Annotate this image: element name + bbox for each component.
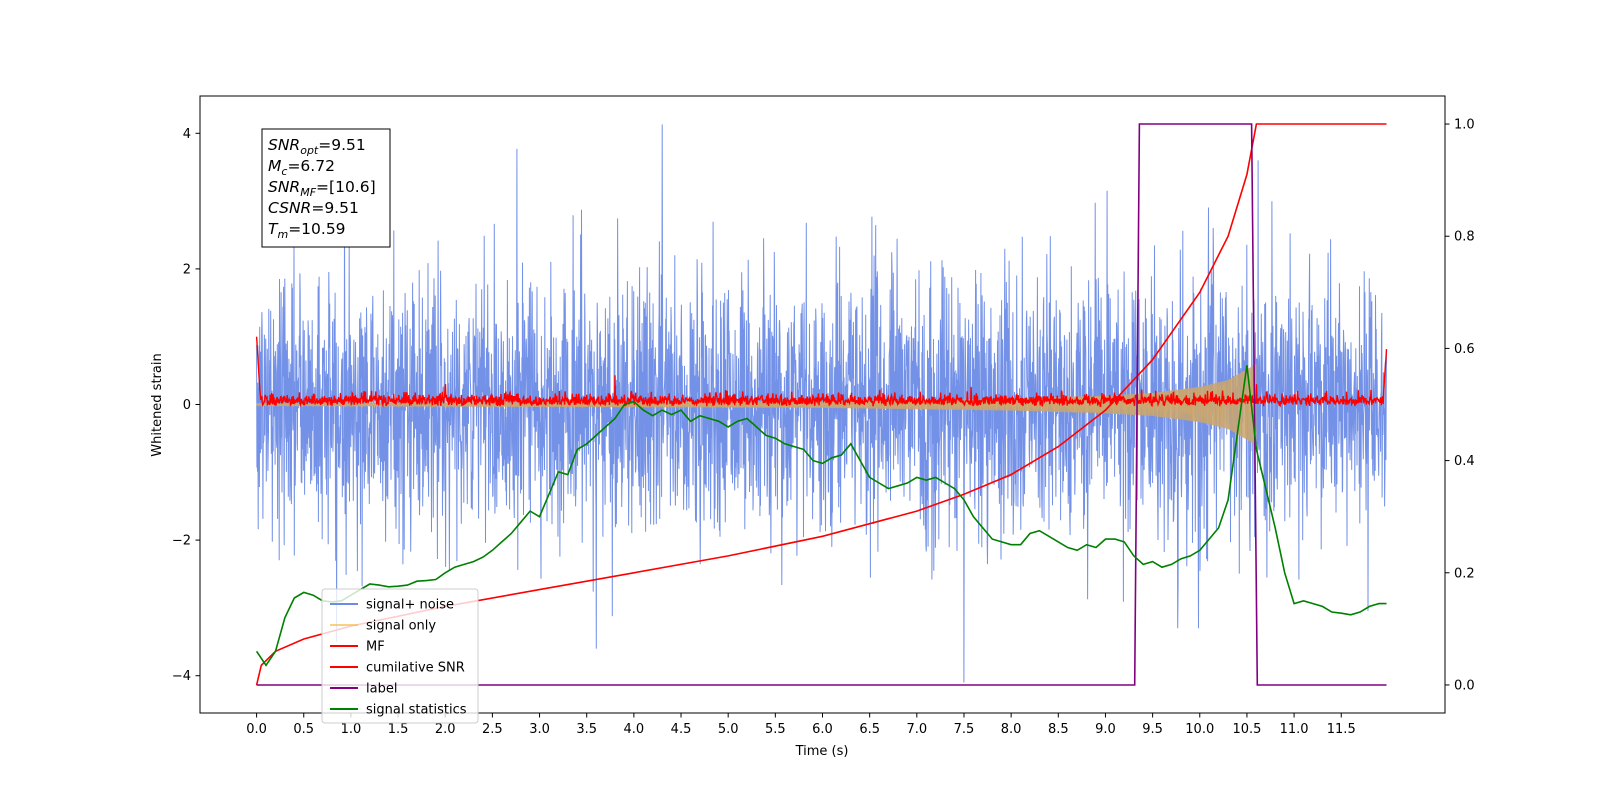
x-tick-label: 1.5: [388, 722, 409, 737]
y2-tick-label: 0.2: [1454, 566, 1475, 581]
x-tick-label: 10.5: [1232, 722, 1261, 737]
x-tick-label: 9.5: [1142, 722, 1163, 737]
x-tick-label: 7.5: [954, 722, 975, 737]
series-signal-statistics: [255, 365, 1387, 667]
legend: signal+ noise signal only MF cumilative SNR…: [321, 588, 479, 724]
y2-tick-label: 0.8: [1454, 230, 1475, 245]
series-line: [255, 123, 1387, 686]
y-tick-label: 0: [183, 398, 191, 413]
x-tick-label: 3.0: [529, 722, 550, 737]
annotation-line: SNRopt=9.51: [268, 136, 366, 157]
y-tick-label: 4: [183, 127, 191, 142]
x-tick-label: 4.0: [624, 722, 645, 737]
x-tick-label: 5.0: [718, 722, 739, 737]
y2-tick-label: 0.4: [1454, 454, 1475, 469]
y2-tick-label: 1.0: [1454, 118, 1475, 133]
annotation-line: SNRMF=[10.6]: [268, 178, 376, 199]
y2-tick-label: 0.0: [1454, 678, 1475, 693]
x-tick-label: 3.5: [576, 722, 597, 737]
series-line: [256, 124, 1387, 683]
y-axis-right: 0.0 0.2 0.4 0.6 0.8 1.0: [1445, 118, 1475, 693]
x-tick-label: 6.0: [812, 722, 833, 737]
series-mf: [255, 336, 1388, 408]
x-tick-label: 11.0: [1280, 722, 1309, 737]
x-tick-label: 5.5: [765, 722, 786, 737]
annotation-line: Tm=10.59: [268, 220, 346, 241]
legend-frame: [321, 588, 479, 724]
x-tick-label: 10.0: [1185, 722, 1214, 737]
annotation-line: CSNR=9.51: [268, 199, 359, 217]
y2-tick-label: 0.6: [1454, 342, 1475, 357]
x-tick-label: 6.5: [859, 722, 880, 737]
series-label: [256, 123, 1387, 686]
x-tick-label: 1.0: [341, 722, 362, 737]
y-tick-label: −2: [172, 534, 191, 549]
x-tick-label: 11.5: [1327, 722, 1356, 737]
series-line: [255, 336, 1388, 408]
x-axis-label: Time (s): [795, 744, 849, 759]
series-line: [256, 123, 1387, 686]
x-tick-label: 8.0: [1001, 722, 1022, 737]
annotation-frame: [261, 128, 391, 248]
legend-entry: signal statistics: [366, 703, 467, 718]
plot-area: [255, 123, 1388, 686]
legend-entry: cumilative SNR: [366, 661, 465, 676]
x-tick-label: 2.5: [482, 722, 503, 737]
x-tick-label: 2.0: [435, 722, 456, 737]
x-tick-label: 9.0: [1095, 722, 1116, 737]
series-signal-noise: [256, 124, 1387, 683]
legend-entry: signal+ noise: [366, 598, 454, 613]
x-axis: 0.0 0.5 1.0 1.5 2.0 2.5 3.0 3.5 4.0 4.5 5.0 5.5 6.0 6…: [246, 713, 1356, 737]
x-tick-label: 7.0: [906, 722, 927, 737]
series-line: [255, 365, 1387, 667]
x-tick-label: 0.0: [246, 722, 267, 737]
x-tick-label: 4.5: [671, 722, 692, 737]
legend-entry: MF: [366, 640, 385, 655]
y-axis-left: −4 −2 0 2 4: [172, 127, 200, 684]
annotation-line: Mc=6.72: [268, 157, 335, 178]
legend-entry: label: [366, 682, 397, 697]
y-tick-label: −4: [172, 669, 191, 684]
y-axis-label: Whitened strain: [150, 353, 165, 456]
series-cumilative-snr: [255, 123, 1387, 686]
y-tick-label: 2: [183, 262, 191, 277]
legend-entry: signal only: [366, 619, 436, 634]
x-tick-label: 0.5: [293, 722, 314, 737]
x-tick-label: 8.5: [1048, 722, 1069, 737]
